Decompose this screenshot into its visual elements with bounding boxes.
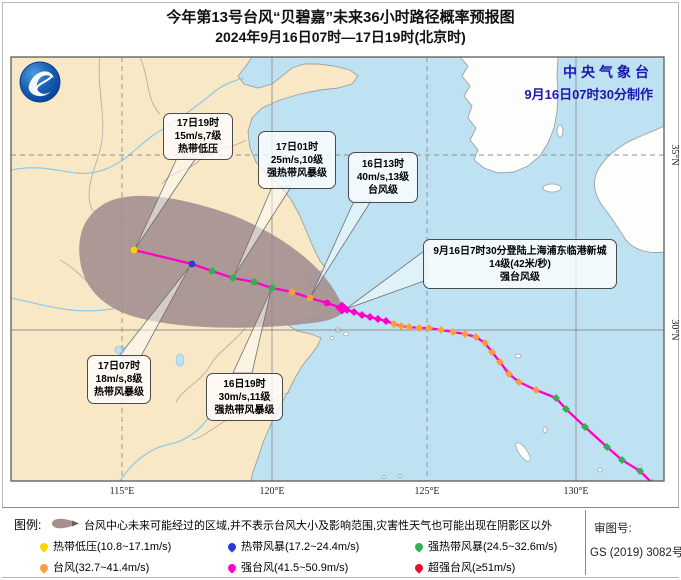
figure-title: 今年第13号台风“贝碧嘉”未来36小时路径概率预报图 [166, 9, 515, 26]
sty-marker-icon [226, 562, 238, 574]
past-track-point [449, 328, 457, 336]
issuing-agency-block: 中央气象台 9月16日07时30分制作 [524, 62, 653, 103]
legend-item-sty: 强台风(41.5~50.9m/s) [226, 559, 348, 575]
cone-legend-icon [50, 517, 80, 533]
past-track-point [581, 423, 589, 431]
past-track-point [405, 323, 413, 331]
jeju-island [542, 183, 562, 193]
y-axis-label: 35°N [669, 144, 680, 165]
forecast-track-point [323, 299, 331, 307]
past-track-point [350, 308, 358, 316]
current-position-point [335, 301, 349, 315]
forecast-label-16d13h: 16日13时 40m/s,13级 台风级 [348, 152, 418, 203]
past-track-point [397, 322, 405, 330]
forecast-track-point [188, 260, 196, 268]
agency-name: 中央气象台 [563, 64, 653, 80]
past-track-point [552, 394, 560, 402]
past-track-point [505, 370, 513, 378]
landfall-info-label: 9月16日7时30分登陆上海浦东临港新城 14级(42米/秒) 强台风级 [423, 239, 617, 289]
legend-divider [585, 510, 586, 575]
past-track-point [358, 311, 366, 319]
ty-marker-icon [38, 562, 50, 574]
superty-marker-icon [413, 562, 425, 574]
past-track-point [366, 313, 374, 321]
korea-landmass [459, 57, 559, 174]
japan-landmass [593, 125, 664, 253]
sts-marker-icon [413, 541, 425, 553]
past-track-point [488, 348, 496, 356]
past-track-point [618, 456, 626, 464]
map-border [10, 56, 665, 482]
tsushima-island [556, 124, 564, 138]
axis-labels: 115°E 120°E 125°E 130°E 35°N 30°N [110, 144, 680, 497]
forecast-track-point [130, 246, 138, 254]
legend-item-ts: 热带风暴(17.2~24.4m/s) [226, 538, 359, 554]
past-track-point [636, 467, 644, 475]
forecast-track-point [250, 278, 258, 286]
y-axis-label: 30°N [669, 319, 680, 340]
x-axis-label: 130°E [563, 486, 588, 497]
past-track-point [415, 324, 423, 332]
forecast-track-point [208, 267, 216, 275]
past-track-point [437, 326, 445, 334]
x-axis-label: 125°E [414, 486, 439, 497]
license-number: GS (2019) 3082号 [590, 547, 681, 559]
forecast-label-17d07h: 17日07时 18m/s,8级 热带风暴级 [87, 355, 151, 404]
legend-item-sts: 强热带风暴(24.5~32.6m/s) [413, 538, 557, 554]
legend-item-td: 热带低压(10.8~17.1m/s) [38, 538, 171, 554]
forecast-track-point [268, 284, 276, 292]
ts-marker-icon [226, 541, 238, 553]
past-track-point [382, 317, 390, 325]
cma-logo-icon [19, 61, 61, 108]
past-track-point [532, 386, 540, 394]
forecast-label-17d01h: 17日01时 25m/s,10级 强热带风暴级 [258, 131, 336, 189]
forecast-track-point [306, 294, 314, 302]
legend-item-ty: 台风(32.7~41.4m/s) [38, 559, 149, 575]
x-axis-label: 115°E [110, 486, 135, 497]
small-islands [329, 327, 643, 479]
forecast-label-16d19h: 16日19时 30m/s,11级 强热带风暴级 [206, 373, 283, 421]
forecast-track-point [288, 288, 296, 296]
forecast-label-17d19h: 17日19时 15m/s,7级 热带低压 [163, 113, 233, 160]
past-track-point [390, 320, 398, 328]
past-track-point [472, 333, 480, 341]
past-track-point [603, 443, 611, 451]
typhoon-track [130, 246, 654, 481]
past-track-point [425, 324, 433, 332]
past-track-point [374, 315, 382, 323]
legend: 图例: 台风中心未来可能经过的区域,并不表示台风大小及影响范围,灾害性天气也可能… [2, 507, 681, 577]
past-track-point [461, 330, 469, 338]
past-track-point [515, 378, 523, 386]
map-license-block: 审图号: GS (2019) 3082号 [590, 520, 681, 560]
license-label: 审图号: [594, 523, 632, 535]
grid-lines [11, 57, 664, 481]
past-track-point [562, 405, 570, 413]
issue-time: 9月16日07时30分制作 [524, 87, 653, 102]
x-axis-label: 120°E [259, 486, 284, 497]
td-marker-icon [38, 541, 50, 553]
figure-subtitle: 2024年9月16日07时—17日19时(北京时) [215, 29, 466, 45]
legend-title: 图例: [14, 518, 42, 532]
legend-item-superty: 超强台风(≥51m/s) [413, 559, 515, 575]
past-track-point [496, 358, 504, 366]
cone-legend-text: 台风中心未来可能经过的区域,并不表示台风大小及影响范围,灾害性天气也可能出现在阴… [84, 520, 553, 532]
past-track-point [481, 339, 489, 347]
forecast-track-point [229, 274, 237, 282]
